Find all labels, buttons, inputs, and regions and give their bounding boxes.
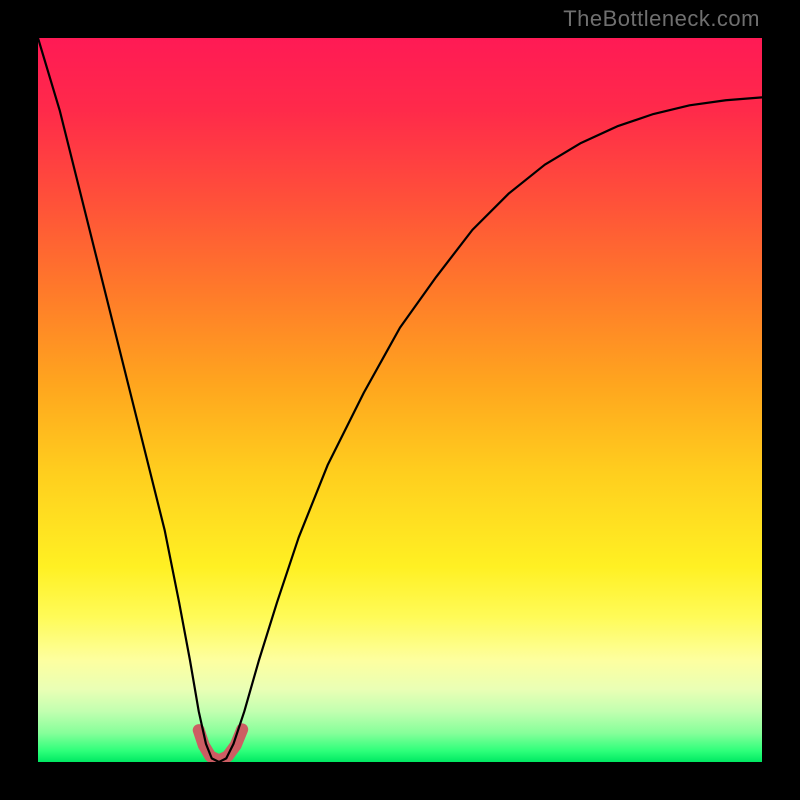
main-curve [38,38,762,762]
plot-svg [38,38,762,762]
watermark-label: TheBottleneck.com [563,6,760,32]
chart-root: TheBottleneck.com [0,0,800,800]
plot-frame [38,38,762,762]
